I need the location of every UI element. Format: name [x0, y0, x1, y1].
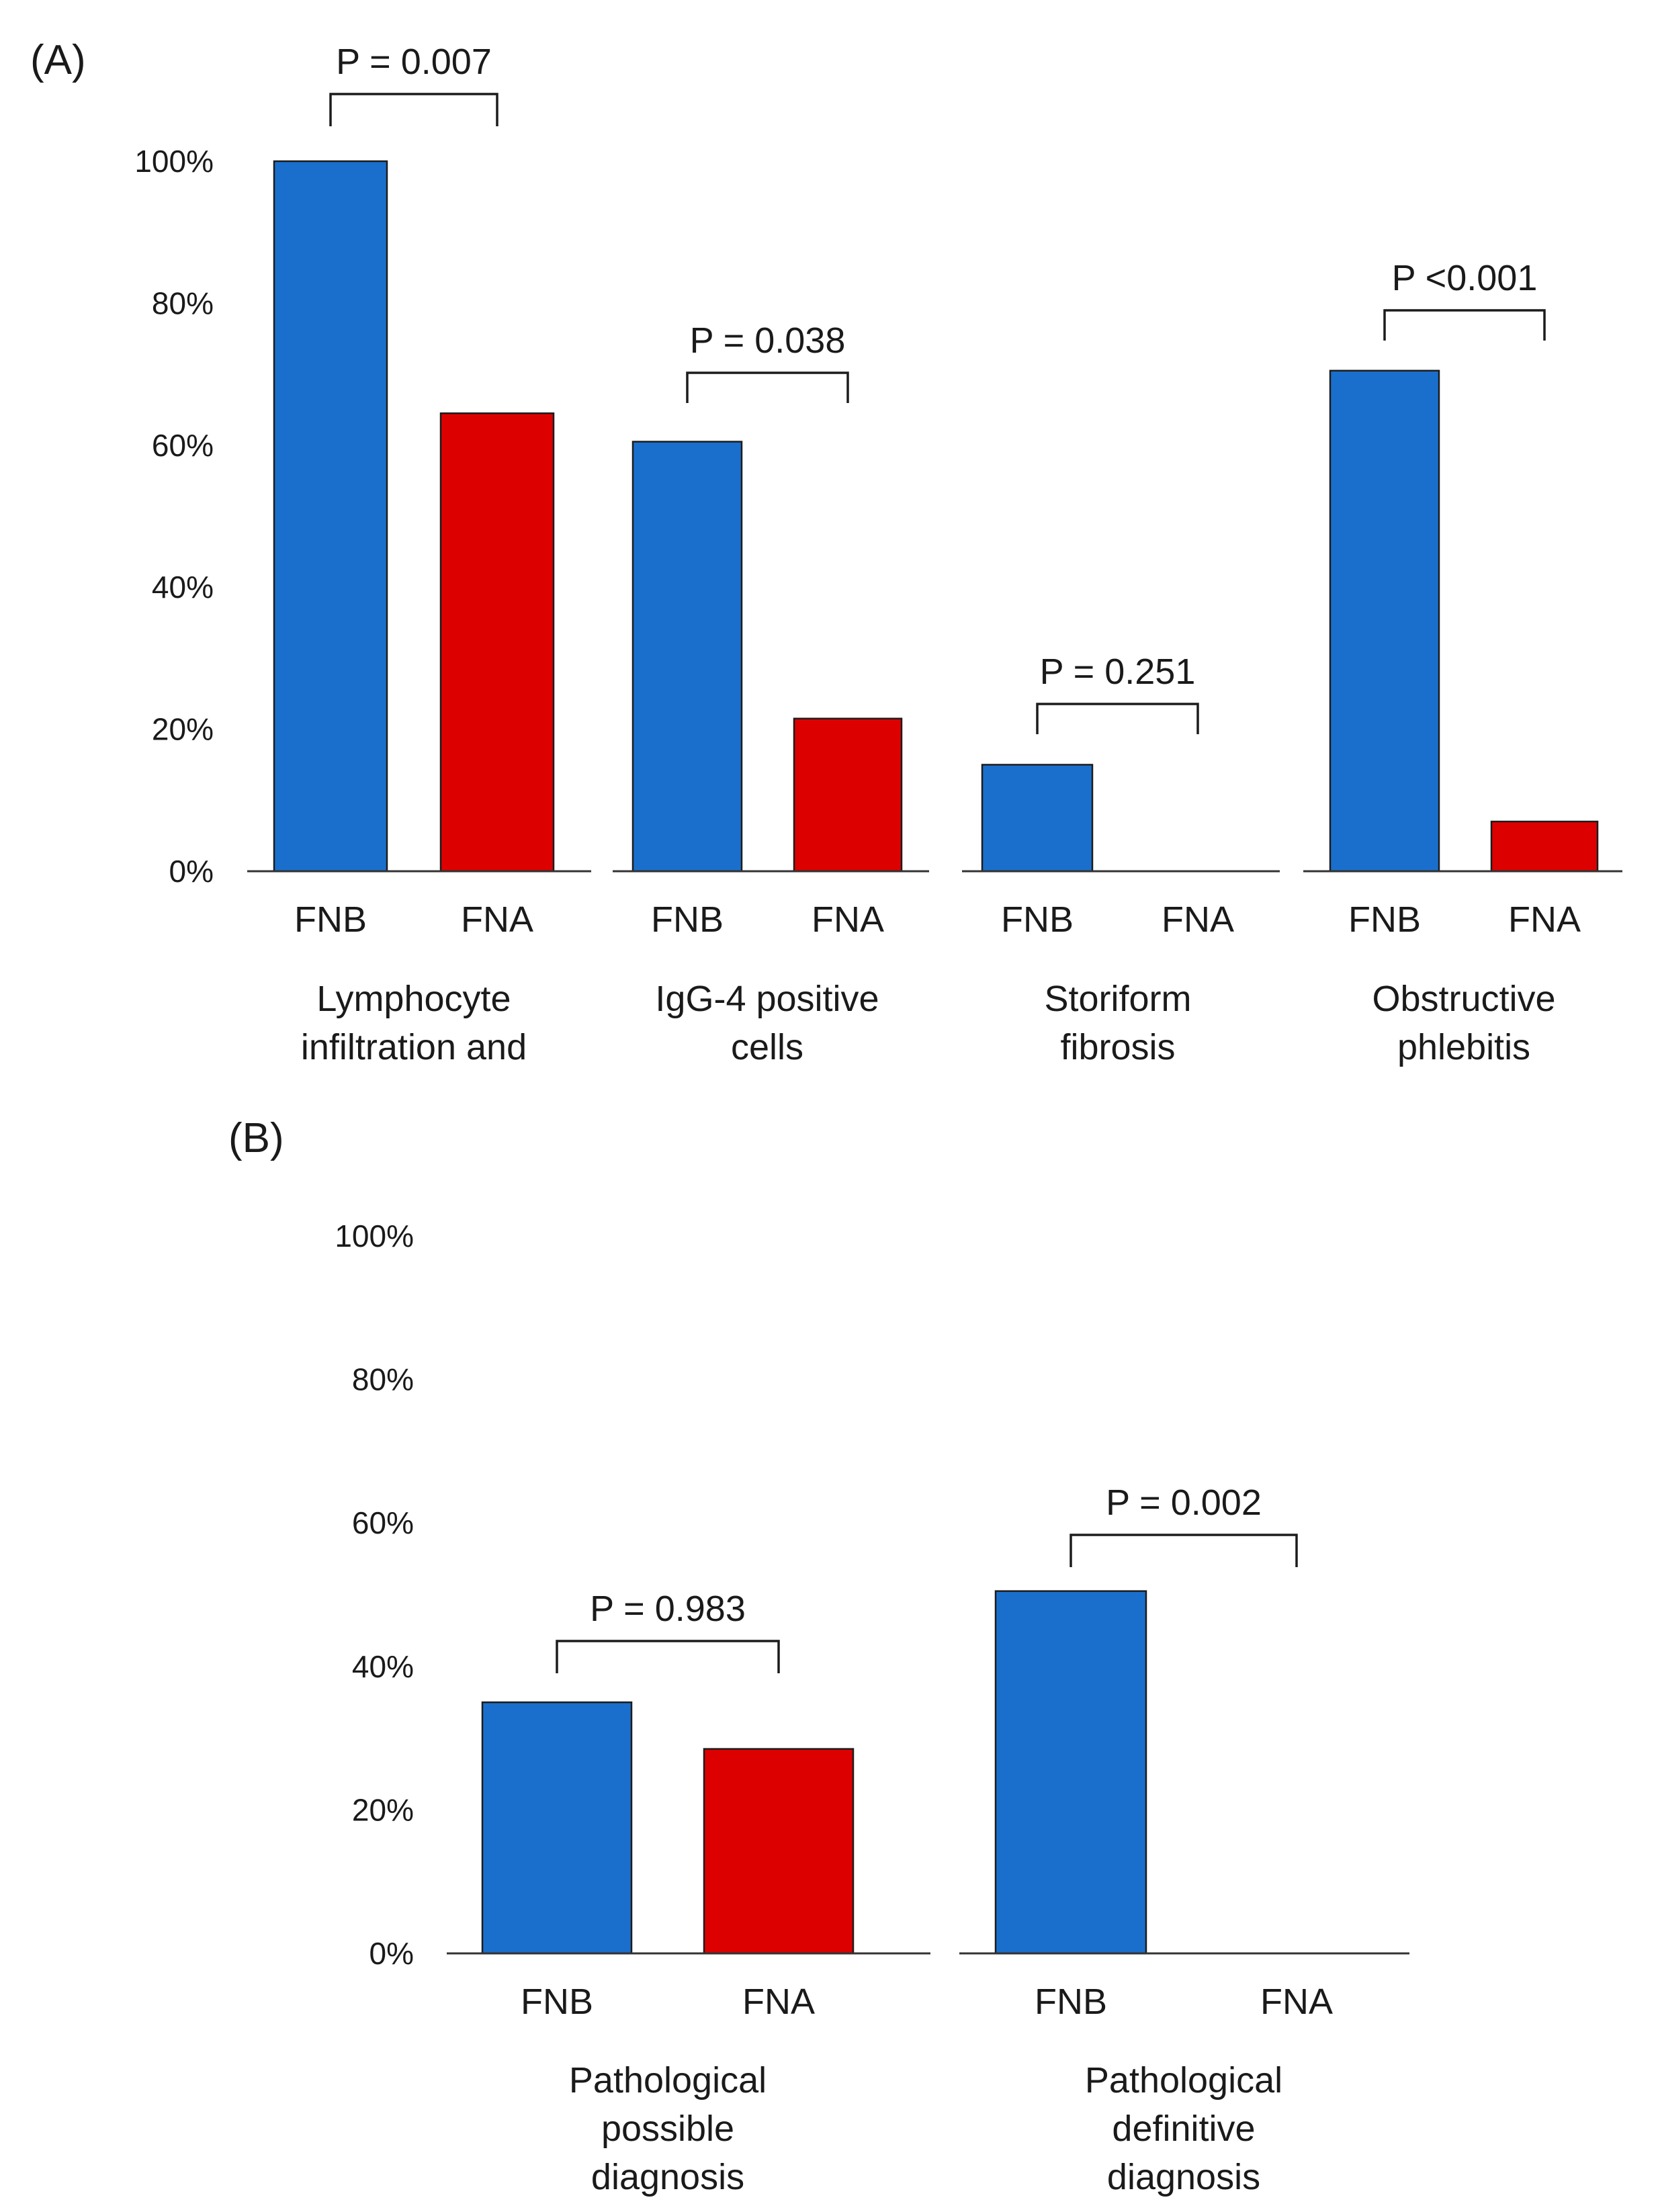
p-value-label: P = 0.983	[590, 1589, 746, 1629]
p-value-label: P = 0.002	[1106, 1483, 1262, 1523]
bar-fna	[1490, 820, 1599, 873]
group-label-line: Pathological	[1085, 2060, 1282, 2100]
panel-b-label: (B)	[228, 1115, 284, 1161]
panel-b-y-tick-label: 0%	[369, 1936, 414, 1971]
category-label-fna: FNA	[1260, 1982, 1333, 2022]
significance-bracket	[1383, 309, 1546, 341]
p-value-label: P <0.001	[1392, 258, 1538, 298]
panel-a-y-tick-label: 80%	[152, 285, 214, 320]
panel-a-y-tick-label: 60%	[152, 428, 214, 463]
panel-a-y-tick-label: 0%	[169, 854, 214, 889]
group-label-line: diagnosis	[591, 2157, 744, 2197]
significance-bracket	[686, 371, 849, 403]
panel-b-y-tick-label: 20%	[352, 1792, 414, 1827]
significance-bracket	[1070, 1534, 1298, 1567]
group-label-line: diagnosis	[1107, 2157, 1260, 2197]
group-label-line: infiltration and	[301, 1027, 527, 1067]
panel-a-group-3: FNB FNA P = 0.251 Storiform fibrosis	[962, 652, 1280, 1067]
panel-b-y-tick-label: 80%	[352, 1362, 414, 1397]
panel-b-group-1: FNB FNA P = 0.983 Pathological possible diagn…	[447, 1589, 930, 2197]
group-label-line: IgG-4 positive	[655, 979, 879, 1019]
panel-a-y-tick-label: 40%	[152, 570, 214, 605]
panel-b-y-tick-label: 40%	[352, 1649, 414, 1684]
bar-fna	[703, 1748, 855, 1955]
panel-b-group-2: FNB FNA P = 0.002 Pathological definitive dia…	[959, 1483, 1409, 2197]
group-label-line: cells	[731, 1027, 803, 1067]
panel-a-group-1: FNB FNA P = 0.007 Lymphocyte infiltration an…	[247, 42, 591, 1067]
category-label-fna: FNA	[1508, 899, 1581, 940]
category-label-fnb: FNB	[1001, 899, 1074, 940]
group-label-line: Obstructive	[1372, 979, 1555, 1019]
group-label-line: possible	[601, 2109, 734, 2149]
p-value-label: P = 0.251	[1040, 652, 1196, 692]
panel-a: (A) 0% 20% 40% 60% 80% 100% FNB FNA P = 0.007 Lymp…	[30, 37, 1622, 1067]
bar-fnb	[481, 1701, 633, 1955]
panel-b: (B) 0% 20% 40% 60% 80% 100% FNB FNA P = 0.983 Path…	[228, 1115, 1409, 2197]
significance-bracket	[329, 93, 498, 126]
panel-a-y-tick-label: 20%	[152, 712, 214, 747]
p-value-label: P = 0.038	[690, 320, 846, 361]
panel-b-y-tick-label: 100%	[335, 1219, 414, 1253]
bar-fnb	[994, 1590, 1147, 1955]
category-label-fnb: FNB	[1348, 899, 1421, 940]
category-label-fnb: FNB	[1035, 1982, 1107, 2022]
category-label-fna: FNA	[461, 899, 533, 940]
significance-bracket	[556, 1640, 780, 1673]
category-label-fna: FNA	[1162, 899, 1234, 940]
panel-a-group-4: FNB FNA P <0.001 Obstructive phlebitis	[1303, 258, 1622, 1067]
category-label-fnb: FNB	[521, 1982, 593, 2022]
bar-fnb	[1329, 369, 1440, 873]
bar-fna	[439, 412, 555, 873]
p-value-label: P = 0.007	[336, 42, 492, 82]
group-label-line: Storiform	[1044, 979, 1191, 1019]
panel-a-group-2: FNB FNA P = 0.038 IgG-4 positive cells	[613, 320, 929, 1067]
category-label-fnb: FNB	[651, 899, 724, 940]
category-label-fna: FNA	[742, 1982, 815, 2022]
group-label-line: fibrosis	[1060, 1027, 1175, 1067]
bar-fna	[793, 717, 903, 873]
group-label-line: phlebitis	[1397, 1027, 1530, 1067]
panel-a-label: (A)	[30, 37, 86, 83]
category-label-fna: FNA	[812, 899, 884, 940]
category-label-fnb: FNB	[294, 899, 367, 940]
group-label-line: Pathological	[569, 2060, 767, 2100]
bar-fnb	[981, 764, 1094, 873]
panel-b-y-tick-label: 60%	[352, 1505, 414, 1540]
panel-a-y-tick-label: 100%	[134, 144, 214, 179]
bar-fnb	[273, 160, 388, 873]
significance-bracket	[1036, 703, 1199, 734]
bar-fnb	[631, 441, 743, 873]
group-label-line: definitive	[1112, 2109, 1255, 2149]
group-label-line: Lymphocyte	[316, 979, 511, 1019]
